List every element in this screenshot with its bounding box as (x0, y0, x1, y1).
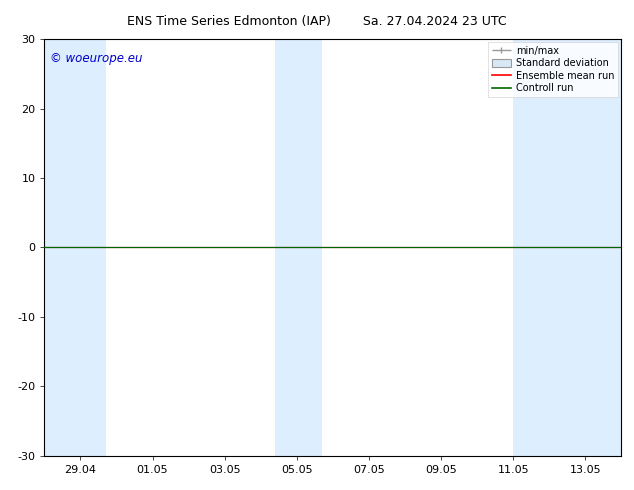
Bar (44, 39, 106, 456)
Text: ENS Time Series Edmonton (IAP)        Sa. 27.04.2024 23 UTC: ENS Time Series Edmonton (IAP) Sa. 27.04… (127, 15, 507, 28)
Text: © woeurope.eu: © woeurope.eu (50, 51, 143, 65)
Bar (513, 39, 544, 456)
Bar (275, 39, 292, 456)
Bar (544, 39, 621, 456)
Bar (292, 39, 322, 456)
Legend: min/max, Standard deviation, Ensemble mean run, Controll run: min/max, Standard deviation, Ensemble me… (488, 42, 618, 97)
